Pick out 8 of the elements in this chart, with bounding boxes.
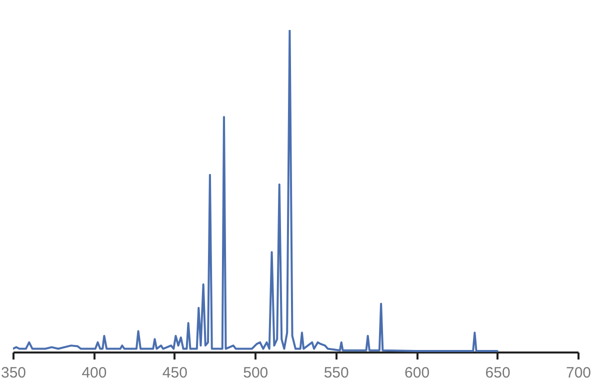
- x-tick-label: 400: [82, 364, 107, 382]
- x-tick-label: 700: [566, 364, 592, 382]
- x-tick-label: 350: [0, 364, 26, 382]
- x-tick-label: 500: [243, 364, 268, 382]
- x-tick-label: 600: [404, 364, 430, 382]
- x-tick-label: 650: [485, 364, 510, 382]
- x-tick-label: 550: [324, 364, 349, 382]
- x-tick-label: 450: [162, 364, 188, 382]
